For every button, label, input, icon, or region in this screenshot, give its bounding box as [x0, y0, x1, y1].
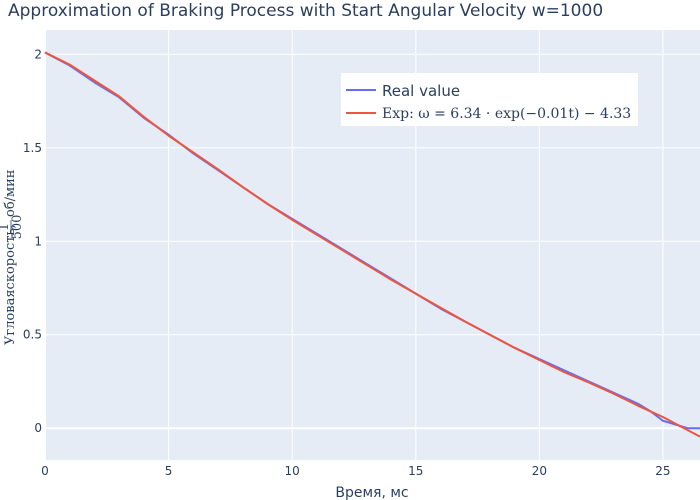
- x-tick-label: 0: [41, 464, 49, 478]
- y-tick-label: 1.5: [23, 141, 42, 155]
- x-tick-label: 10: [285, 464, 300, 478]
- chart-title: Approximation of Braking Process with St…: [8, 1, 603, 21]
- y-tick-label: 0.5: [23, 328, 42, 342]
- legend-item-real-value[interactable]: Real value: [346, 82, 460, 100]
- y-tick-labels: 0 0.5 1 1.5 2: [23, 47, 42, 435]
- legend-box: [341, 73, 638, 126]
- y-gridlines: [45, 53, 700, 430]
- x-tick-labels: 0 5 10 15 20 25: [41, 464, 670, 478]
- series-layer: [44, 51, 700, 438]
- y-axis-title-frac-den: 500: [10, 215, 25, 240]
- series-line-1[interactable]: [44, 51, 700, 438]
- x-tick-label: 15: [408, 464, 423, 478]
- legend[interactable]: Real value Exp: ω = 6.34 · exp(−0.01t) −…: [341, 73, 638, 126]
- x-tick-label: 25: [655, 464, 670, 478]
- y-axis-title-frac-num: 1: [0, 223, 12, 231]
- y-axis-title: Угловаяскорость, 1 500 об/мин: [0, 170, 25, 345]
- x-tick-label: 20: [532, 464, 547, 478]
- y-tick-label: 0: [34, 421, 42, 435]
- x-tick-label: 5: [165, 464, 173, 478]
- y-tick-label: 2: [34, 47, 42, 61]
- y-axis-title-suffix: об/мин: [3, 170, 18, 217]
- legend-label-exp-fit: Exp: ω = 6.34 · exp(−0.01t) − 4.33: [382, 106, 631, 122]
- y-tick-label: 1: [34, 234, 42, 248]
- legend-label-real-value: Real value: [382, 82, 460, 100]
- legend-item-exp-fit[interactable]: Exp: ω = 6.34 · exp(−0.01t) − 4.33: [346, 106, 631, 122]
- y-axis-title-prefix: Угловаяскорость,: [3, 224, 18, 345]
- x-axis-title: Время, мс: [335, 485, 408, 500]
